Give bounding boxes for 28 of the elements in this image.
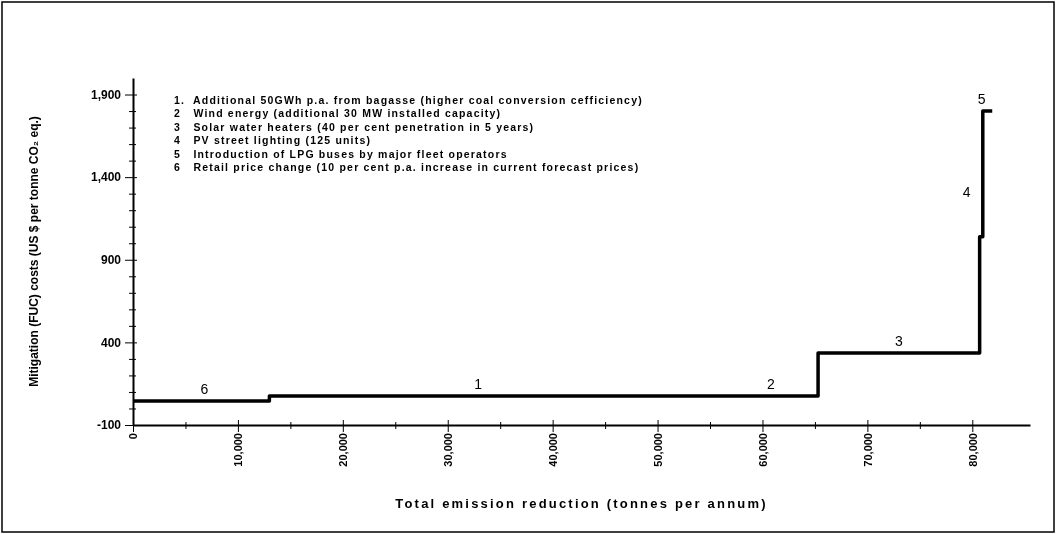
annotation: 2 (766, 376, 775, 393)
annotation: 6 (200, 380, 209, 397)
y-tick-label: -100 (96, 418, 122, 433)
x-tick-label: 30,000 (442, 433, 455, 467)
annotation: 6 Retail price change (10 per cent p.a. increase in current forecast prices) (174, 161, 640, 173)
annotation: 3 Solar water heaters (40 per cent penetration in 5 years) (174, 120, 535, 133)
x-tick-label: 10,000 (232, 433, 245, 467)
x-tick-label: 60,000 (756, 433, 769, 467)
x-tick-label: 50,000 (651, 433, 664, 467)
annotation: 5 Introduction of LPG buses by major fleet operators (174, 147, 508, 160)
annotation: 4 PV street lighting (125 units) (174, 134, 372, 147)
x-tick-label: 0 (127, 433, 140, 440)
x-tick-label: 70,000 (861, 433, 874, 467)
annotation: 2 Wind energy (additional 30 MW installed capacity) (174, 107, 502, 120)
annotation: 3 (894, 333, 903, 350)
y-tick-label: 1,900 (90, 87, 122, 102)
x-tick-label: 20,000 (337, 433, 350, 467)
y-tick-label: 400 (100, 335, 122, 350)
y-axis-title: Mitigation (FUC) costs (US $ per tonne CO₂ eq.) (27, 116, 41, 387)
x-axis-title: Total emission reduction (tonnes per annum) (395, 496, 768, 511)
annotation: 4 (962, 183, 971, 200)
y-tick-label: 900 (100, 253, 122, 268)
annotation: 1. Additional 50GWh p.a. from bagasse (higher coal conversion cefficiency) (174, 94, 643, 106)
y-tick-label: 1,400 (90, 170, 122, 185)
x-tick-label: 80,000 (966, 433, 979, 467)
annotation: 1 (474, 376, 483, 393)
x-tick-label: 40,000 (547, 433, 559, 467)
annotation: 5 (977, 91, 986, 108)
